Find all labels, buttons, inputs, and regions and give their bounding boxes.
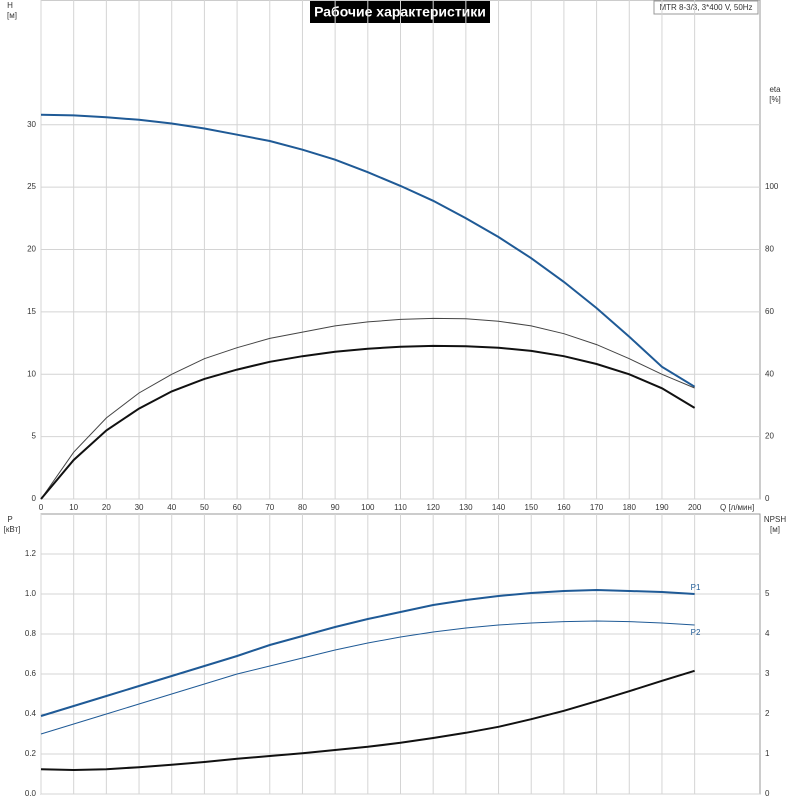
y-tick-label: 5 [32, 432, 37, 441]
y2-tick-label: 0 [765, 789, 770, 798]
y-tick-label: 0.0 [25, 789, 37, 798]
x-tick-label: 180 [623, 503, 637, 512]
y-tick-label: 0 [32, 494, 37, 503]
series-line [40, 113, 696, 388]
y2-tick-label: 40 [765, 369, 774, 378]
series-line [40, 344, 696, 500]
series-line [40, 317, 695, 500]
x-tick-label: 140 [492, 503, 506, 512]
x-tick-label: 150 [525, 503, 539, 512]
x-tick-label: 130 [459, 503, 473, 512]
x-tick-label: 50 [200, 503, 209, 512]
series-label: P1 [691, 583, 701, 592]
y-axis-unit: [кВт] [4, 525, 21, 534]
y-axis-label: H [7, 1, 13, 10]
y2-axis-label: eta [769, 85, 781, 94]
x-axis-label: Q [л/мин] [720, 503, 754, 512]
y-tick-label: 0.4 [25, 709, 37, 718]
x-tick-label: 20 [102, 503, 111, 512]
model-label: MTR 8-3/3, 3*400 V, 50Hz [659, 3, 752, 12]
x-tick-label: 80 [298, 503, 307, 512]
x-tick-label: 70 [265, 503, 274, 512]
x-tick-label: 0 [39, 503, 44, 512]
y2-tick-label: 0 [765, 494, 770, 503]
y2-axis-label: NPSH [764, 515, 786, 524]
y-tick-label: 30 [27, 120, 36, 129]
x-tick-label: 200 [688, 503, 702, 512]
x-tick-label: 60 [233, 503, 242, 512]
y2-tick-label: 5 [765, 589, 770, 598]
y2-tick-label: 100 [765, 182, 779, 191]
x-tick-label: 40 [167, 503, 176, 512]
x-tick-label: 120 [427, 503, 441, 512]
y-tick-label: 0.8 [25, 629, 37, 638]
y-tick-label: 10 [27, 369, 36, 378]
y2-tick-label: 60 [765, 307, 774, 316]
y-axis-unit: [м] [7, 11, 17, 20]
x-tick-label: 160 [557, 503, 571, 512]
y2-tick-label: 1 [765, 749, 770, 758]
y-tick-label: 0.6 [25, 669, 37, 678]
y-tick-label: 15 [27, 307, 36, 316]
y2-axis-unit: [%] [769, 95, 781, 104]
series-label: P2 [691, 628, 701, 637]
model-box [653, 0, 759, 15]
x-tick-label: 10 [69, 503, 78, 512]
y-axis-label: P [7, 515, 12, 524]
y-tick-label: 1.2 [25, 549, 37, 558]
y2-tick-label: 20 [765, 432, 774, 441]
series-line [40, 588, 695, 717]
y-tick-label: 1.0 [25, 589, 37, 598]
y2-tick-label: 2 [765, 709, 770, 718]
series-line [40, 620, 695, 735]
y2-tick-label: 80 [765, 245, 774, 254]
x-tick-label: 110 [394, 503, 407, 512]
y-tick-label: 0.2 [25, 749, 37, 758]
y-tick-label: 25 [27, 182, 36, 191]
x-tick-label: 30 [135, 503, 144, 512]
x-tick-label: 90 [331, 503, 340, 512]
y-tick-label: 20 [27, 245, 36, 254]
y2-tick-label: 3 [765, 669, 770, 678]
x-tick-label: 100 [361, 503, 375, 512]
series-line [40, 669, 695, 772]
x-tick-label: 190 [655, 503, 669, 512]
x-tick-label: 170 [590, 503, 604, 512]
y2-axis-unit: [м] [770, 525, 780, 534]
y2-tick-label: 4 [765, 629, 770, 638]
